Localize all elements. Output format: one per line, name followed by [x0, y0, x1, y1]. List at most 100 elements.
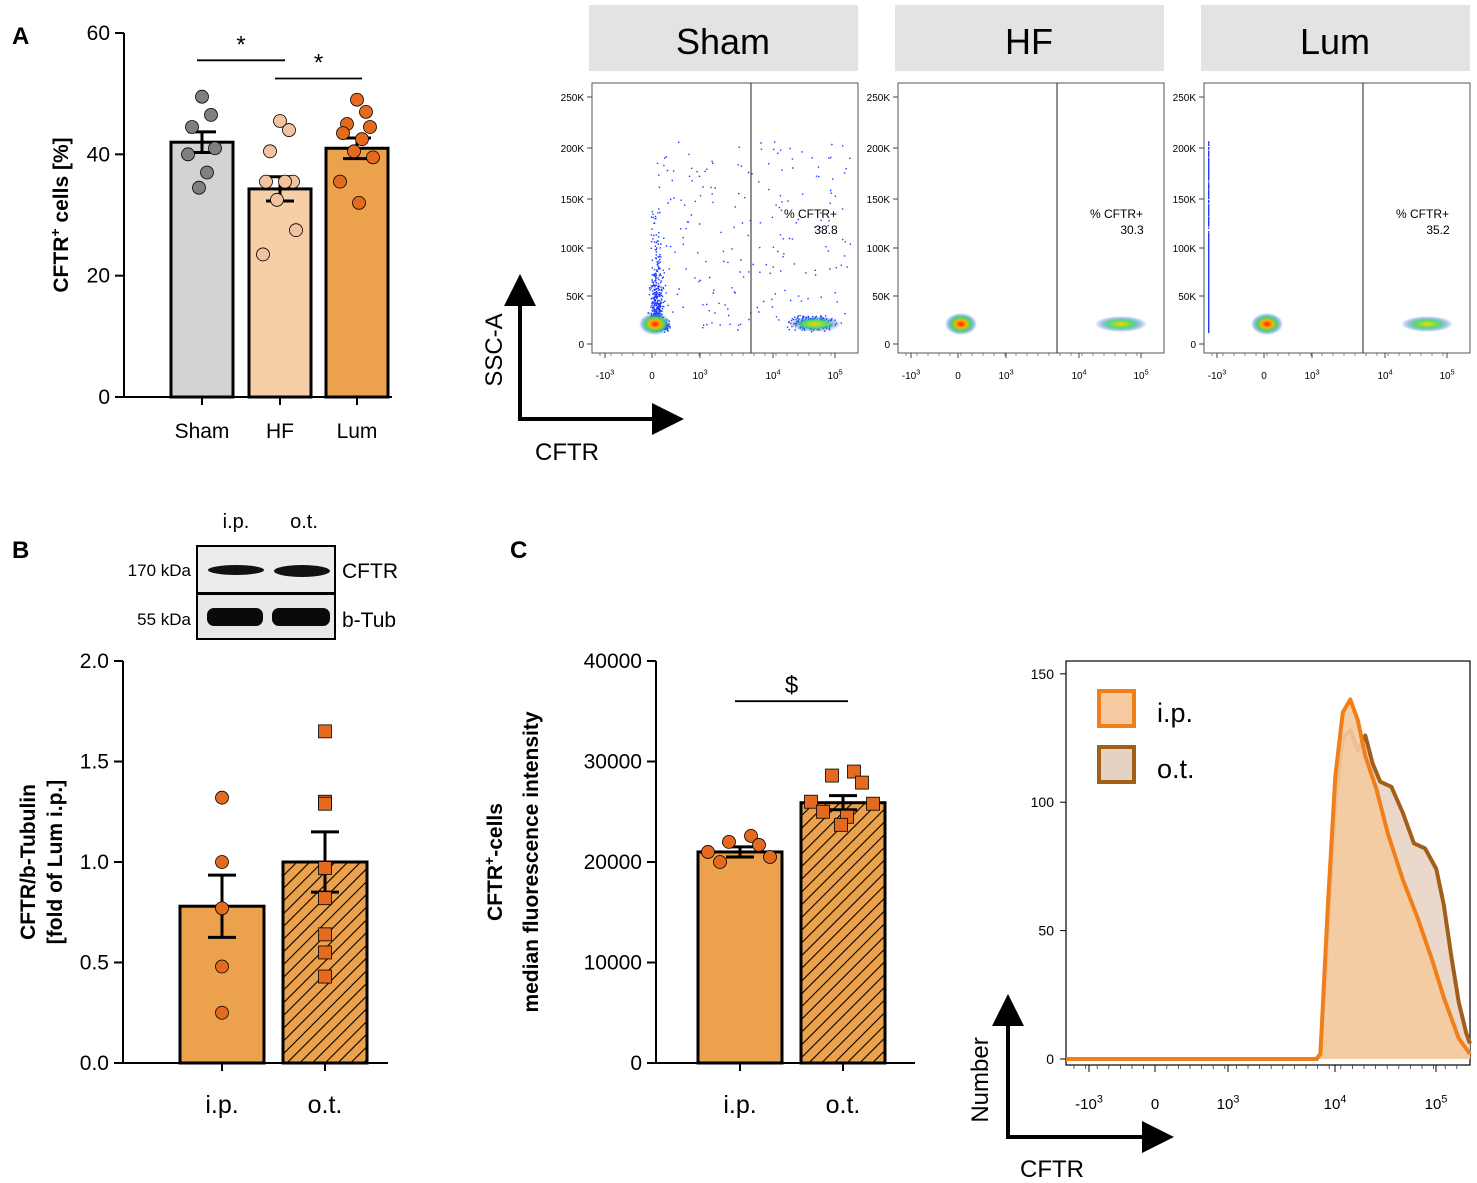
- data-point: [215, 901, 229, 916]
- bar: [696, 850, 784, 1065]
- data-point: [866, 796, 880, 811]
- flow-event-cloud: [647, 141, 852, 333]
- histogram-y-axis-label: Number: [967, 1037, 994, 1122]
- histogram-axes: 0 50 100 150 -103 0 103 104 105: [1031, 666, 1458, 1113]
- y-tick-label: 20: [87, 265, 110, 288]
- data-point: [318, 969, 332, 984]
- panel-a-y-label: CFTR+ cells [%]: [47, 137, 73, 292]
- data-point: [333, 174, 347, 189]
- y-tick-label: 250K: [561, 93, 585, 104]
- data-point: [318, 945, 332, 960]
- blot-lane-label-ot: o.t.: [290, 511, 318, 533]
- x-tick-label: i.p.: [723, 1091, 756, 1119]
- data-point: [366, 150, 380, 165]
- data-point: [347, 144, 361, 159]
- x-tick-label: o.t.: [308, 1091, 343, 1119]
- y-tick-label: 200K: [1173, 144, 1197, 155]
- data-point: [336, 126, 350, 141]
- plot-frame: [591, 82, 859, 354]
- density-hotspot: [1095, 316, 1147, 332]
- y-tick-label: 1.5: [80, 751, 109, 774]
- data-point: [282, 123, 296, 137]
- panel-c-histogram: 0 50 100 150 -103 0 103 104 105 i.p. o.t. Number…: [967, 660, 1472, 1183]
- panel-c-y-label-line2: median fluorescence intensity: [520, 711, 543, 1012]
- x-tick-label: 104: [1324, 1093, 1347, 1113]
- y-tick-label: 200K: [561, 144, 585, 155]
- x-tick-label: 104: [1071, 368, 1086, 383]
- flow-y-axis-label: SSC-A: [481, 313, 508, 386]
- data-point: [847, 764, 861, 779]
- y-tick-label: 50K: [566, 292, 584, 303]
- data-point: [318, 891, 332, 906]
- data-point: [701, 845, 715, 859]
- y-tick-label: 100: [1031, 794, 1055, 810]
- x-tick-label: -103: [902, 368, 920, 383]
- data-point: [834, 817, 848, 832]
- legend-label-ip: i.p.: [1157, 698, 1193, 728]
- data-point: [359, 104, 373, 119]
- data-point: [181, 147, 195, 162]
- data-point: [318, 796, 332, 811]
- x-tick-label: -103: [1208, 368, 1226, 383]
- y-tick-label: 20000: [584, 851, 642, 874]
- panel-label-a: A: [12, 23, 29, 50]
- legend-swatch-ot: [1097, 745, 1136, 784]
- data-point: [256, 247, 270, 262]
- gate-label: % CFTR+: [784, 207, 837, 221]
- data-point: [273, 114, 287, 128]
- x-tick-label: Sham: [175, 420, 230, 443]
- gate-label: % CFTR+: [1090, 207, 1143, 221]
- y-tick-label: 40000: [584, 650, 642, 673]
- y-tick-label: 50K: [1178, 292, 1196, 303]
- x-tick-label: -103: [596, 368, 614, 383]
- panel-label-c: C: [510, 537, 527, 564]
- panel-a-axes: 0 20 40 60 Sham HF Lum: [87, 22, 392, 443]
- plot-frame: [1203, 82, 1471, 354]
- x-tick-label: 0: [649, 371, 655, 382]
- data-point: [192, 180, 206, 195]
- panel-label-b: B: [12, 537, 29, 564]
- x-tick-label: Lum: [337, 420, 378, 443]
- density-hotspot: [639, 313, 671, 335]
- panel-a-flow-axis-legend: SSC-A CFTR: [481, 274, 684, 466]
- facet-strip: [589, 5, 858, 71]
- bar: [169, 140, 235, 399]
- histogram-x-axis-label: CFTR: [1020, 1156, 1084, 1183]
- density-hotspot: [1251, 313, 1283, 335]
- y-tick-label: 2.0: [80, 650, 109, 673]
- panel-c-y-label-line1: CFTR+-cells: [481, 803, 507, 921]
- blot-kda-cftr: 170 kDa: [128, 561, 192, 580]
- x-tick-label: -103: [1075, 1093, 1103, 1113]
- panel-c-bars: $: [696, 672, 887, 1065]
- data-point: [208, 141, 222, 156]
- data-point: [825, 768, 839, 783]
- x-tick-label: 103: [998, 368, 1013, 383]
- x-tick-label: 105: [827, 368, 842, 383]
- facet-strip: [895, 5, 1164, 71]
- data-point: [215, 1005, 229, 1020]
- x-tick-label: HF: [266, 420, 294, 443]
- flow-events: [1208, 141, 1210, 334]
- y-tick-label: 100K: [867, 244, 891, 255]
- flow-event-cloud: [1208, 141, 1210, 334]
- gate-value: 30.3: [1120, 223, 1144, 237]
- y-tick-label: 60: [87, 22, 110, 45]
- y-tick-label: 250K: [1173, 93, 1197, 104]
- y-tick-label: 0: [578, 340, 584, 351]
- x-tick-label: 0: [1261, 371, 1267, 382]
- data-point: [195, 89, 209, 104]
- blot-protein-cftr: CFTR: [342, 560, 398, 583]
- data-point: [816, 804, 830, 819]
- flow-x-axis-label: CFTR: [535, 439, 599, 466]
- y-tick-label: 30000: [584, 751, 642, 774]
- y-tick-label: 150K: [1173, 195, 1197, 206]
- blot-band-cftr-ip: [208, 565, 264, 575]
- y-tick-label: 100K: [561, 244, 585, 255]
- x-tick-label: i.p.: [205, 1091, 238, 1119]
- y-tick-label: 0.5: [80, 952, 109, 975]
- data-point: [855, 775, 869, 790]
- data-point: [278, 174, 292, 189]
- y-tick-label: 0: [1190, 340, 1196, 351]
- y-tick-label: 0: [98, 386, 110, 409]
